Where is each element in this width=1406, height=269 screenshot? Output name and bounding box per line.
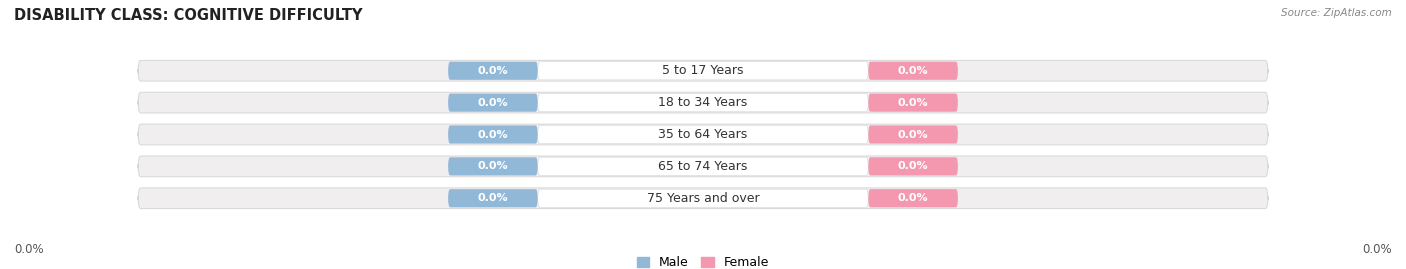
FancyBboxPatch shape bbox=[138, 156, 1268, 177]
FancyBboxPatch shape bbox=[449, 62, 537, 80]
FancyBboxPatch shape bbox=[138, 92, 1268, 113]
FancyBboxPatch shape bbox=[869, 189, 957, 207]
FancyBboxPatch shape bbox=[449, 94, 537, 112]
Text: 0.0%: 0.0% bbox=[898, 129, 928, 140]
Legend: Male, Female: Male, Female bbox=[637, 256, 769, 269]
FancyBboxPatch shape bbox=[869, 157, 957, 175]
FancyBboxPatch shape bbox=[537, 125, 869, 144]
Text: 0.0%: 0.0% bbox=[478, 66, 508, 76]
Text: 5 to 17 Years: 5 to 17 Years bbox=[662, 64, 744, 77]
Text: 0.0%: 0.0% bbox=[898, 98, 928, 108]
Text: 0.0%: 0.0% bbox=[478, 161, 508, 171]
Text: 0.0%: 0.0% bbox=[1362, 243, 1392, 256]
FancyBboxPatch shape bbox=[537, 157, 869, 175]
FancyBboxPatch shape bbox=[449, 157, 537, 175]
FancyBboxPatch shape bbox=[869, 94, 957, 112]
Text: 0.0%: 0.0% bbox=[898, 193, 928, 203]
Text: 65 to 74 Years: 65 to 74 Years bbox=[658, 160, 748, 173]
FancyBboxPatch shape bbox=[138, 124, 1268, 145]
Text: Source: ZipAtlas.com: Source: ZipAtlas.com bbox=[1281, 8, 1392, 18]
FancyBboxPatch shape bbox=[869, 62, 957, 80]
FancyBboxPatch shape bbox=[537, 62, 869, 80]
Text: 0.0%: 0.0% bbox=[898, 161, 928, 171]
Text: DISABILITY CLASS: COGNITIVE DIFFICULTY: DISABILITY CLASS: COGNITIVE DIFFICULTY bbox=[14, 8, 363, 23]
FancyBboxPatch shape bbox=[537, 94, 869, 112]
FancyBboxPatch shape bbox=[537, 189, 869, 207]
Text: 75 Years and over: 75 Years and over bbox=[647, 192, 759, 205]
Text: 0.0%: 0.0% bbox=[478, 129, 508, 140]
FancyBboxPatch shape bbox=[138, 188, 1268, 209]
Text: 18 to 34 Years: 18 to 34 Years bbox=[658, 96, 748, 109]
Text: 0.0%: 0.0% bbox=[898, 66, 928, 76]
Text: 35 to 64 Years: 35 to 64 Years bbox=[658, 128, 748, 141]
FancyBboxPatch shape bbox=[449, 125, 537, 144]
FancyBboxPatch shape bbox=[138, 60, 1268, 81]
Text: 0.0%: 0.0% bbox=[478, 98, 508, 108]
FancyBboxPatch shape bbox=[869, 125, 957, 144]
Text: 0.0%: 0.0% bbox=[14, 243, 44, 256]
FancyBboxPatch shape bbox=[449, 189, 537, 207]
Text: 0.0%: 0.0% bbox=[478, 193, 508, 203]
